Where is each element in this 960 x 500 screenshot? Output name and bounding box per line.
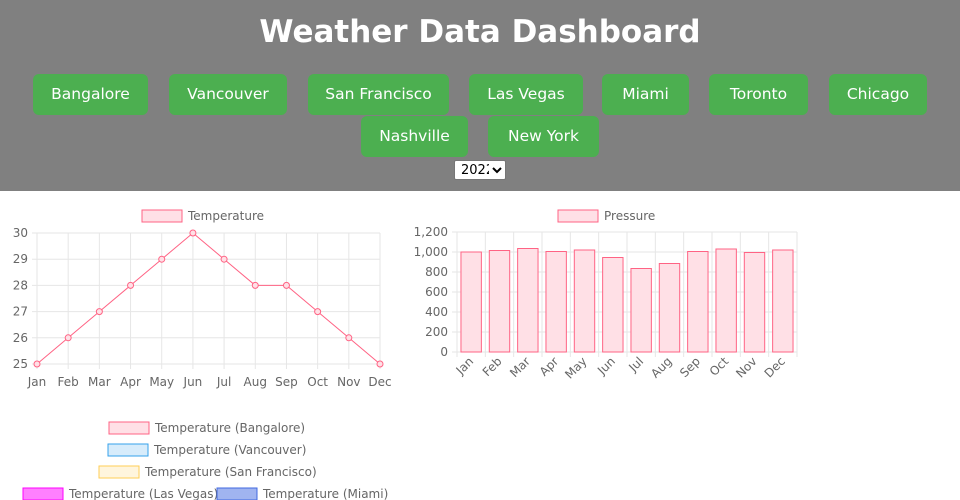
temperature-point[interactable] bbox=[314, 308, 322, 316]
pressure-x-tick: Nov bbox=[733, 354, 759, 380]
legend-label-vancouver: Temperature (Vancouver) bbox=[153, 443, 306, 457]
city-button-san-francisco[interactable]: San Francisco bbox=[308, 74, 449, 115]
temperature-x-tick: Dec bbox=[368, 375, 391, 389]
pressure-y-ticks: 1,200 1,000 800 600 400 200 0 bbox=[414, 225, 448, 359]
legend-swatch-san-francisco[interactable] bbox=[98, 465, 140, 479]
pressure-bar[interactable] bbox=[545, 251, 567, 353]
city-button-new-york[interactable]: New York bbox=[488, 116, 599, 157]
temperature-x-tick: Sep bbox=[275, 375, 298, 389]
pressure-y-tick: 600 bbox=[425, 285, 448, 299]
pressure-legend-swatch[interactable] bbox=[557, 209, 599, 223]
legend-label-bangalore: Temperature (Bangalore) bbox=[154, 421, 305, 435]
pressure-bar[interactable] bbox=[687, 251, 709, 353]
page-title: Weather Data Dashboard bbox=[259, 14, 701, 50]
legend-swatch-miami[interactable] bbox=[216, 487, 258, 500]
dashboard-header: Weather Data Dashboard Bangalore Vancouv… bbox=[0, 0, 960, 191]
temperature-point[interactable] bbox=[282, 281, 290, 289]
pressure-bar[interactable] bbox=[460, 251, 482, 353]
pressure-bar[interactable] bbox=[743, 252, 766, 353]
pressure-y-tick: 1,000 bbox=[414, 245, 448, 259]
city-button-chicago[interactable]: Chicago bbox=[829, 74, 927, 115]
pressure-x-tick: Jan bbox=[453, 354, 477, 378]
pressure-y-tick: 0 bbox=[440, 345, 448, 359]
temperature-y-ticks: 30 29 28 27 26 25 bbox=[13, 226, 28, 371]
pressure-y-tick: 800 bbox=[425, 265, 448, 279]
year-select[interactable]: 2022 bbox=[454, 160, 506, 180]
temperature-point[interactable] bbox=[345, 334, 353, 342]
temperature-points bbox=[33, 229, 384, 368]
temperature-x-tick: Oct bbox=[307, 375, 328, 389]
temperature-y-tick: 29 bbox=[13, 252, 28, 266]
pressure-x-tick: Aug bbox=[648, 354, 674, 380]
temperature-x-tick: Apr bbox=[120, 375, 141, 389]
temperature-point[interactable] bbox=[95, 308, 103, 316]
pressure-x-tick: Oct bbox=[707, 354, 732, 379]
bottom-legend: Temperature (Bangalore) Temperature (Van… bbox=[22, 421, 388, 500]
temperature-y-tick: 26 bbox=[13, 331, 28, 345]
pressure-legend-label: Pressure bbox=[604, 209, 655, 223]
legend-swatch-las-vegas[interactable] bbox=[22, 487, 64, 500]
temperature-point[interactable] bbox=[64, 334, 72, 342]
temperature-legend-label: Temperature bbox=[187, 209, 264, 223]
temperature-y-tick: 28 bbox=[13, 278, 28, 292]
pressure-bar[interactable] bbox=[630, 268, 652, 353]
pressure-x-tick: Feb bbox=[480, 354, 505, 379]
legend-swatch-vancouver[interactable] bbox=[107, 443, 149, 457]
pressure-y-tick: 400 bbox=[425, 305, 448, 319]
temperature-x-tick: Feb bbox=[58, 375, 79, 389]
temperature-x-tick: Jan bbox=[27, 375, 47, 389]
legend-label-san-francisco: Temperature (San Francisco) bbox=[144, 465, 317, 479]
temperature-point[interactable] bbox=[251, 281, 259, 289]
city-button-las-vegas[interactable]: Las Vegas bbox=[469, 74, 583, 115]
pressure-x-tick: Dec bbox=[762, 354, 788, 380]
pressure-y-tick: 200 bbox=[425, 325, 448, 339]
legend-swatch-bangalore[interactable] bbox=[108, 421, 150, 435]
temperature-point[interactable] bbox=[127, 281, 135, 289]
pressure-x-ticks: Jan Feb Mar Apr May Jun Jul Aug Sep Oct Nov Dec bbox=[453, 354, 788, 382]
pressure-bar[interactable] bbox=[517, 248, 539, 353]
city-button-toronto[interactable]: Toronto bbox=[709, 74, 808, 115]
temperature-x-tick: Jul bbox=[216, 375, 231, 389]
temperature-point[interactable] bbox=[376, 360, 384, 368]
legend-label-las-vegas: Temperature (Las Vegas) bbox=[68, 487, 218, 500]
pressure-x-tick: May bbox=[562, 354, 589, 381]
temperature-legend-swatch[interactable] bbox=[141, 209, 183, 223]
legend-label-miami: Temperature (Miami) bbox=[262, 487, 388, 500]
pressure-bar[interactable] bbox=[772, 249, 794, 353]
pressure-x-tick: Jun bbox=[594, 354, 618, 378]
pressure-bars bbox=[460, 248, 794, 353]
temperature-point[interactable] bbox=[158, 255, 166, 263]
temperature-y-tick: 25 bbox=[13, 357, 28, 371]
pressure-x-tick: Sep bbox=[677, 354, 703, 380]
temperature-y-tick: 27 bbox=[13, 305, 28, 319]
pressure-bar[interactable] bbox=[602, 257, 624, 353]
city-button-bangalore[interactable]: Bangalore bbox=[33, 74, 148, 115]
pressure-bar[interactable] bbox=[573, 249, 596, 353]
pressure-x-tick: Jul bbox=[625, 354, 646, 375]
temperature-point[interactable] bbox=[220, 255, 228, 263]
temperature-point[interactable] bbox=[189, 229, 197, 237]
temperature-point[interactable] bbox=[33, 360, 41, 368]
city-button-vancouver[interactable]: Vancouver bbox=[169, 74, 287, 115]
pressure-bar[interactable] bbox=[488, 250, 511, 353]
temperature-x-tick: May bbox=[149, 375, 174, 389]
pressure-bar[interactable] bbox=[658, 263, 681, 353]
temperature-x-tick: Mar bbox=[88, 375, 111, 389]
temperature-x-ticks: Jan Feb Mar Apr May Jun Jul Aug Sep Oct Nov Dec bbox=[27, 375, 392, 389]
pressure-bar[interactable] bbox=[715, 248, 737, 353]
temperature-line bbox=[36, 232, 381, 365]
temperature-x-tick: Nov bbox=[337, 375, 360, 389]
temperature-x-tick: Aug bbox=[244, 375, 267, 389]
pressure-x-tick: Apr bbox=[537, 354, 562, 379]
temperature-chart: Temperature 30 29 28 27 26 25 Jan Feb Mar Apr May… bbox=[13, 209, 392, 389]
pressure-x-tick: Mar bbox=[507, 354, 533, 380]
city-button-nashville[interactable]: Nashville bbox=[361, 116, 468, 157]
temperature-x-tick: Jun bbox=[183, 375, 203, 389]
temperature-grid bbox=[32, 232, 381, 369]
city-button-miami[interactable]: Miami bbox=[602, 74, 689, 115]
temperature-y-tick: 30 bbox=[13, 226, 28, 240]
pressure-y-tick: 1,200 bbox=[414, 225, 448, 239]
